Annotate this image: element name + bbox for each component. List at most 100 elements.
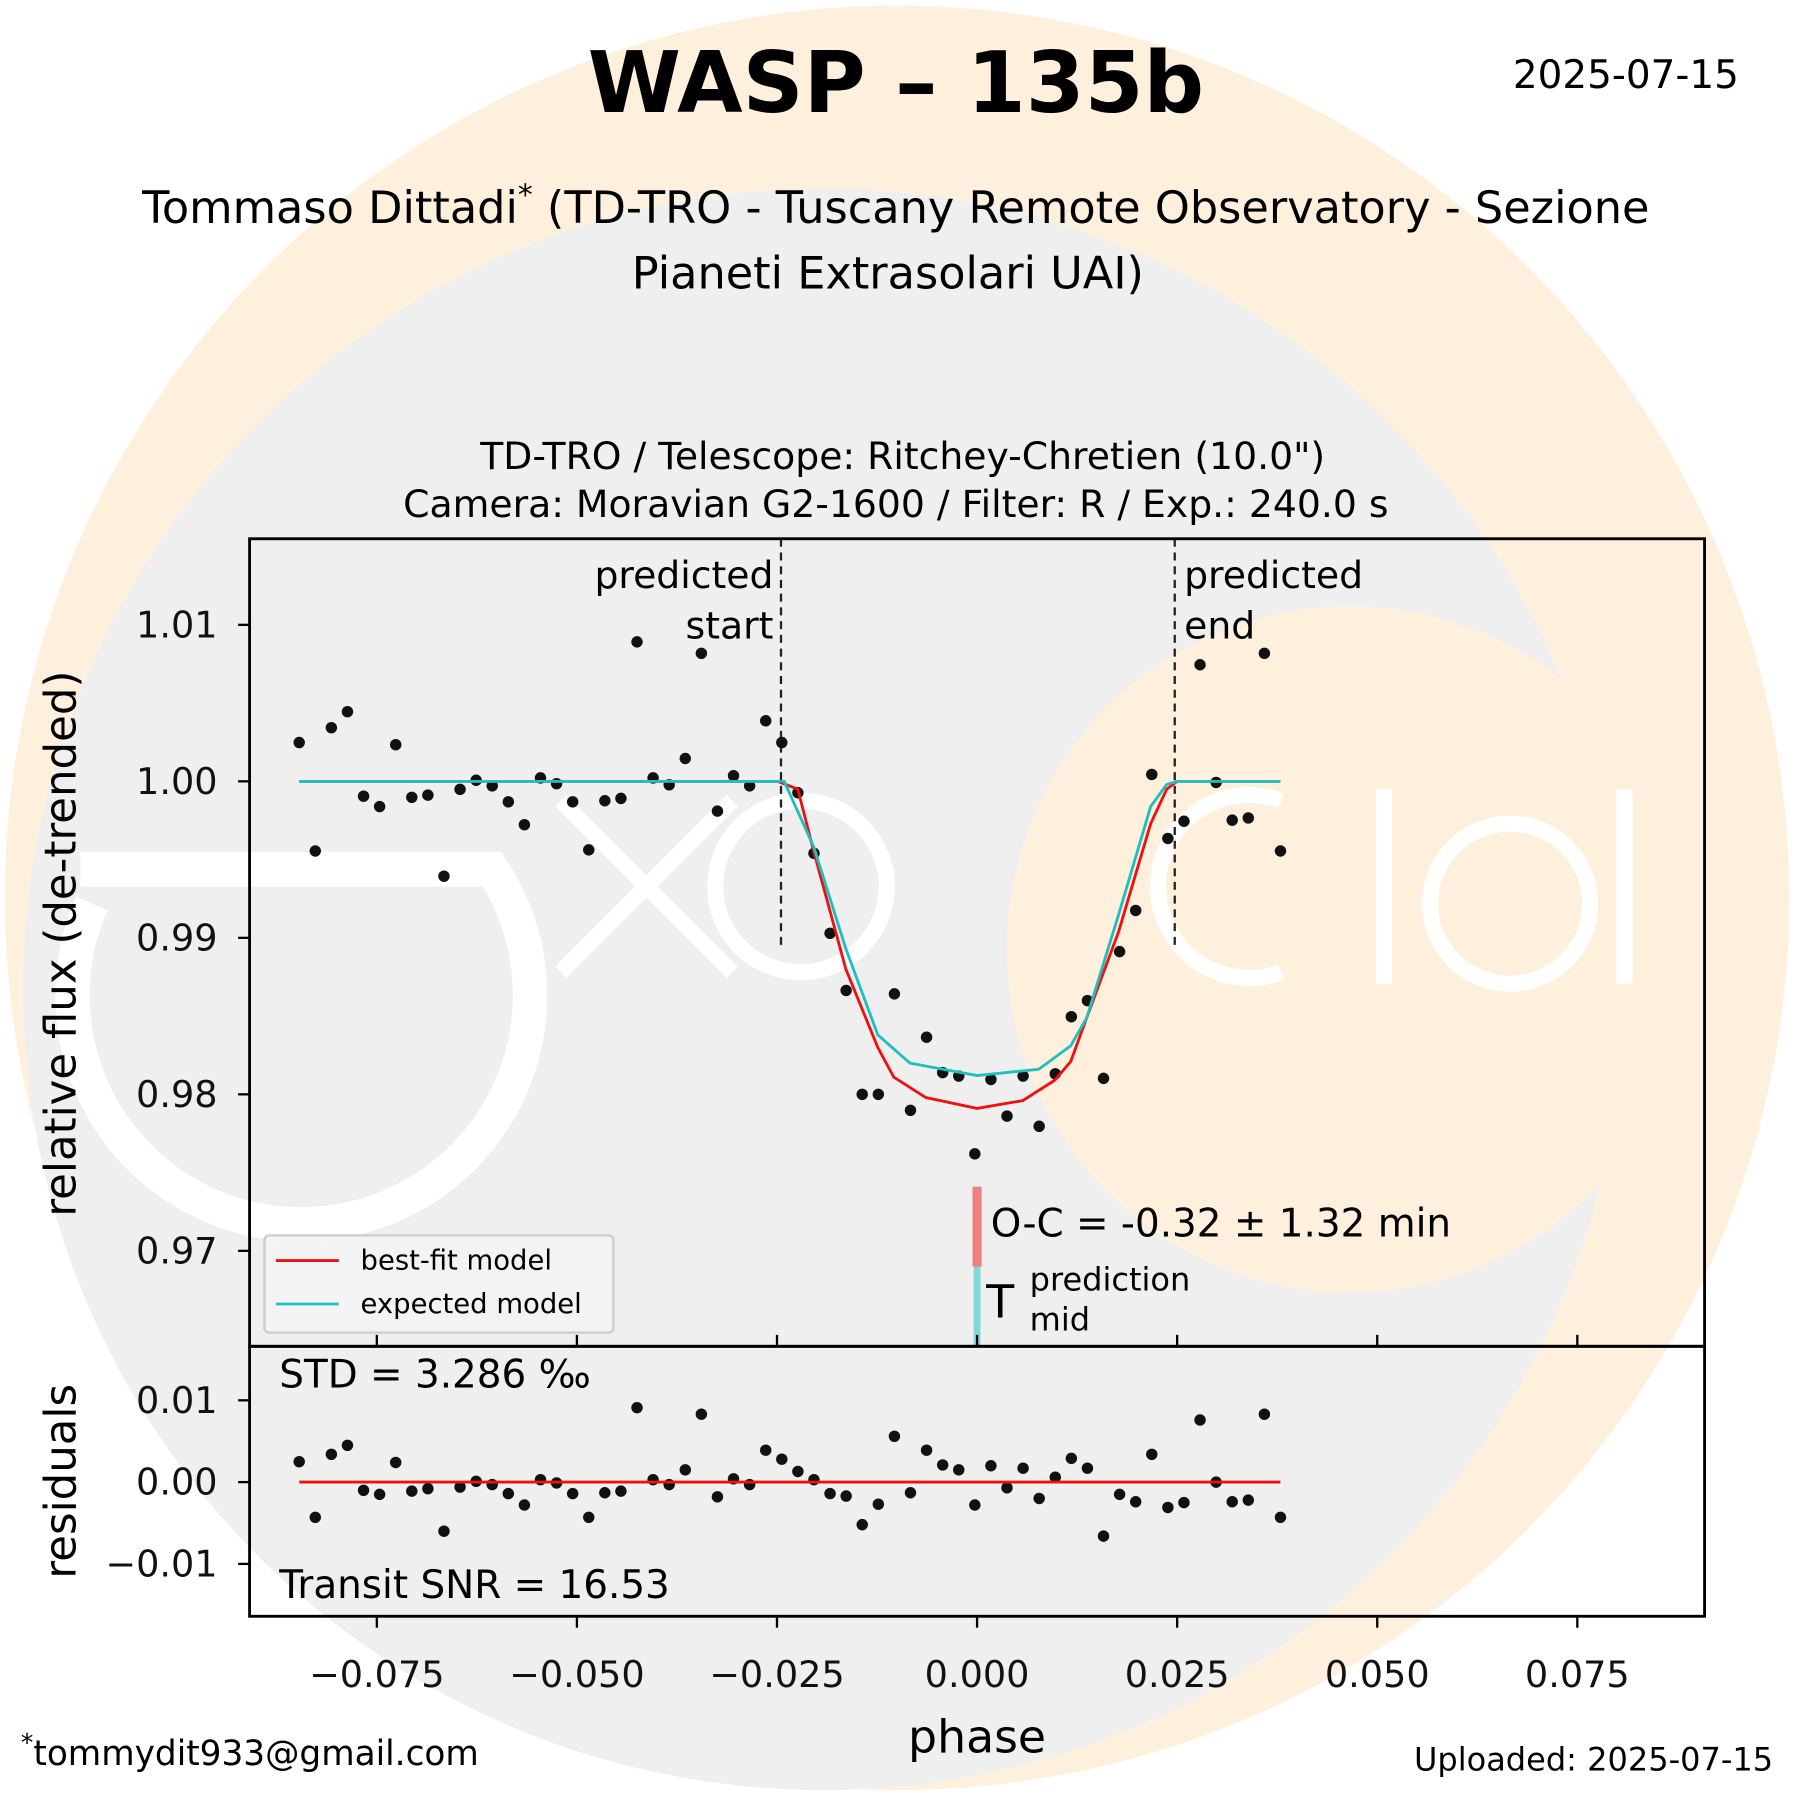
footer-uploaded: Uploaded: 2025-07-15 bbox=[1414, 1741, 1773, 1779]
residual-point bbox=[1033, 1492, 1045, 1505]
residual-point bbox=[1146, 1448, 1158, 1461]
residual-point bbox=[373, 1488, 386, 1501]
data-point bbox=[550, 777, 563, 790]
data-point bbox=[373, 800, 386, 813]
data-point bbox=[1146, 768, 1158, 781]
residual-point bbox=[1226, 1496, 1238, 1508]
y-tick-label: 0.99 bbox=[136, 916, 217, 959]
residual-point bbox=[631, 1401, 643, 1414]
data-point bbox=[583, 844, 595, 856]
residual-point bbox=[759, 1444, 772, 1456]
data-point bbox=[325, 721, 338, 734]
residual-point bbox=[1242, 1494, 1255, 1506]
data-point bbox=[904, 1104, 917, 1117]
data-point bbox=[438, 870, 450, 882]
data-point bbox=[1065, 1011, 1078, 1023]
data-point bbox=[1162, 832, 1174, 845]
data-point bbox=[727, 769, 740, 782]
data-point bbox=[615, 792, 627, 805]
residual-point bbox=[1258, 1408, 1271, 1420]
residual-point bbox=[534, 1473, 547, 1486]
data-point bbox=[341, 705, 354, 718]
observer-affiliation: (TD-TRO - Tuscany Remote Observatory - S… bbox=[533, 182, 1650, 234]
chart-title-1: TD-TRO / Telescope: Ritchey-Chretien (10… bbox=[479, 434, 1325, 478]
legend: best-fit model expected model bbox=[263, 1234, 615, 1334]
residual-point bbox=[1001, 1482, 1013, 1494]
tmid-prediction: prediction bbox=[1030, 1260, 1191, 1298]
residual-point bbox=[711, 1491, 724, 1503]
data-point bbox=[985, 1073, 997, 1086]
observer-mark: * bbox=[518, 178, 533, 213]
x-tick-label: −0.050 bbox=[509, 1653, 644, 1696]
residual-point bbox=[904, 1487, 917, 1499]
residual-point bbox=[969, 1499, 981, 1511]
data-point bbox=[566, 796, 579, 808]
oc-label: O-C = -0.32 ± 1.32 min bbox=[991, 1202, 1451, 1247]
expected-model-line bbox=[299, 779, 1281, 1078]
data-point bbox=[743, 780, 756, 792]
residual-point bbox=[357, 1484, 370, 1497]
residual-point bbox=[888, 1430, 901, 1443]
snr-label: Transit SNR = 16.53 bbox=[278, 1563, 669, 1608]
data-point bbox=[1194, 659, 1206, 671]
data-point bbox=[1258, 647, 1271, 660]
x-tick-label: 0.000 bbox=[925, 1653, 1030, 1696]
data-point bbox=[422, 789, 434, 801]
data-point bbox=[872, 1088, 885, 1101]
residual-y-axis-label: residuals bbox=[37, 1384, 87, 1579]
y-tick-label: 0.97 bbox=[136, 1229, 217, 1272]
data-point bbox=[1017, 1070, 1029, 1082]
data-point bbox=[293, 736, 305, 749]
oc-bar bbox=[972, 1186, 982, 1267]
predicted-start-label-2: start bbox=[686, 603, 774, 647]
data-point bbox=[1242, 812, 1255, 824]
footer-email: *tommydit933@gmail.com bbox=[21, 1728, 479, 1774]
y-tick-label: 0.98 bbox=[136, 1073, 217, 1116]
data-point bbox=[679, 752, 691, 765]
data-point bbox=[856, 1088, 868, 1101]
legend-best-fit-label: best-fit model bbox=[361, 1246, 552, 1277]
residual-point bbox=[293, 1455, 305, 1468]
data-point bbox=[1033, 1120, 1045, 1132]
residual-point bbox=[389, 1456, 402, 1469]
residual-point bbox=[566, 1487, 579, 1500]
data-point bbox=[389, 738, 402, 751]
residual-point bbox=[743, 1478, 756, 1491]
residual-point bbox=[1049, 1471, 1061, 1483]
data-point bbox=[518, 818, 531, 831]
data-point bbox=[824, 927, 836, 940]
residual-point bbox=[1274, 1511, 1287, 1524]
residual-point bbox=[454, 1481, 466, 1493]
data-point bbox=[406, 791, 418, 804]
data-point bbox=[759, 715, 772, 727]
observer-name: Tommaso Dittadi bbox=[141, 182, 518, 234]
residual-y-tick-label: −0.01 bbox=[105, 1542, 217, 1585]
residual-point bbox=[679, 1464, 691, 1476]
y-axis-ticks: 1.01 1.00 0.99 0.98 0.97 bbox=[136, 603, 250, 1272]
std-label: STD = 3.286 ‰ bbox=[279, 1352, 590, 1397]
predicted-start-label-1: predicted bbox=[594, 553, 773, 597]
residual-point bbox=[341, 1439, 354, 1452]
exoclock-watermark bbox=[4, 5, 1790, 1791]
data-point bbox=[486, 780, 498, 792]
residual-point bbox=[920, 1444, 933, 1456]
residual-point bbox=[953, 1464, 965, 1476]
email-mark: * bbox=[21, 1728, 34, 1757]
residual-point bbox=[1113, 1488, 1126, 1501]
email-text: tommydit933@gmail.com bbox=[33, 1734, 478, 1774]
residual-point bbox=[309, 1511, 322, 1524]
residual-point bbox=[599, 1487, 611, 1499]
residual-point bbox=[872, 1498, 885, 1510]
data-point bbox=[309, 845, 322, 857]
residual-point bbox=[583, 1511, 595, 1524]
residual-point bbox=[647, 1473, 659, 1486]
header-date: 2025-07-15 bbox=[1513, 53, 1739, 98]
data-point bbox=[969, 1148, 981, 1160]
predicted-end-label-2: end bbox=[1184, 603, 1255, 647]
residual-point bbox=[325, 1448, 338, 1461]
residual-point bbox=[1017, 1462, 1029, 1474]
residual-point bbox=[1129, 1496, 1142, 1508]
residual-point bbox=[486, 1478, 498, 1491]
x-tick-label: 0.050 bbox=[1325, 1653, 1430, 1696]
residual-plot bbox=[293, 1401, 1287, 1542]
